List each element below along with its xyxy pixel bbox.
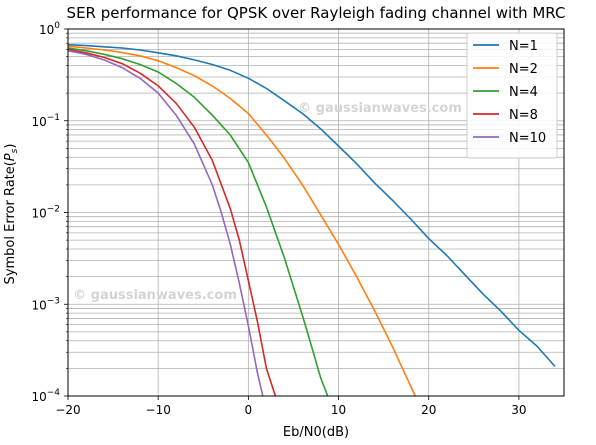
legend-label: N=2 [509,62,538,77]
x-axis-label: Eb/N0(dB) [283,425,349,440]
series-line-n-4 [67,47,329,397]
legend-label: N=4 [509,85,538,100]
y-tick-label: 100 [39,21,60,37]
y-tick-label: 10−2 [31,205,60,221]
y-tick-label: 10−3 [31,296,60,312]
chart-title: SER performance for QPSK over Rayleigh f… [67,4,566,22]
x-tick-label: 10 [331,403,346,417]
x-tick-label: 0 [245,403,253,417]
y-axis-label-subscript: s [10,148,20,153]
y-axis-label: Symbol Error Rate(Ps) [3,144,20,285]
series-line-n-8 [67,48,277,397]
series-line-n-1 [67,43,556,367]
legend: N=1 N=2 N=4 N=8 N=10 [466,32,558,159]
legend-box [466,32,558,159]
y-axis-label-close: ) [3,144,18,149]
watermark-text: © gaussianwaves.com [73,288,237,303]
y-tick-label: 10−1 [31,113,60,129]
watermark-layer: © gaussianwaves.com © gaussianwaves.com [73,101,462,303]
y-axis-label-main: Symbol Error Rate( [3,161,18,284]
watermark-text: © gaussianwaves.com [298,101,462,116]
series-layer [67,43,556,397]
legend-label: N=1 [509,39,538,54]
y-tick-label: 10−4 [31,388,60,404]
x-tick-label: −20 [55,403,80,417]
series-line-n-10 [67,49,264,397]
x-tick-label: 20 [421,403,436,417]
series-line-n-2 [67,45,416,397]
x-tick-label: 30 [511,403,526,417]
y-axis-label-symbol: P [3,153,18,161]
x-tick-label: −10 [146,403,171,417]
legend-label: N=8 [509,108,538,123]
tick-layer: 100 10−1 10−2 10−3 10−4−20 −10 0 10 20 30 [31,21,526,417]
legend-label: N=10 [509,131,546,146]
